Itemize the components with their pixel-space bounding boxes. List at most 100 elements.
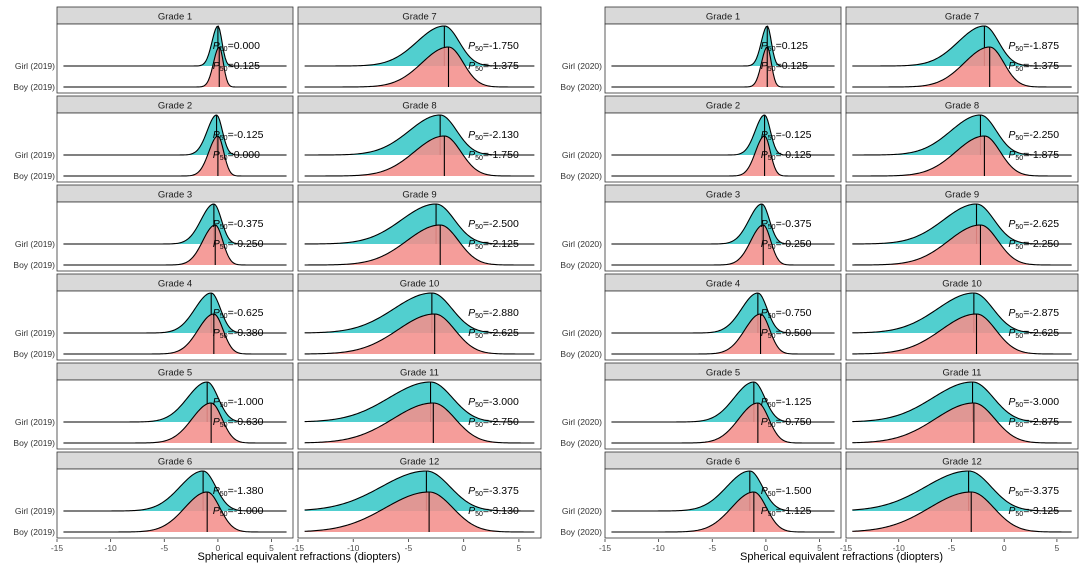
boy-p50-label: P50=-3.125 xyxy=(1008,505,1059,518)
boy-ridge-outline xyxy=(611,402,835,444)
boy-ridge-area xyxy=(852,314,1072,354)
row-label-boy: Boy (2020) xyxy=(560,171,602,181)
panel-2020: Grade 1 P50=0.125 P50=0.125 Girl (2020) Boy … xyxy=(560,6,1079,563)
facet-2019-grade-6: Grade 6 P50=-1.380 P50=-1.000 Girl (2019) Bo… xyxy=(13,451,294,539)
x-tick-label: -15 xyxy=(292,543,305,553)
boy-p50-label: P50=-1.375 xyxy=(468,60,519,73)
facet-body xyxy=(56,23,294,94)
girl-p50-label: P50=-3.000 xyxy=(1008,396,1059,409)
facet-2020-grade-6: Grade 6 P50=-1.500 P50=-1.125 Girl (2020) Bo… xyxy=(560,451,842,539)
boy-p50-label: P50=-1.750 xyxy=(468,149,519,162)
boy-ridge-area xyxy=(611,492,835,532)
x-tick-label: 0 xyxy=(764,543,769,553)
boy-ridge-outline xyxy=(63,313,287,355)
facet-2020-grade-12: Grade 12 P50=-3.375 P50=-3.125 xyxy=(845,451,1079,539)
girl-p50-label: P50=-3.375 xyxy=(468,485,519,498)
facet-strip-label: Grade 4 xyxy=(706,279,740,290)
boy-p50-label: P50=0.125 xyxy=(213,60,260,73)
facet-strip-label: Grade 12 xyxy=(942,457,982,468)
facet-strip-label: Grade 12 xyxy=(400,457,440,468)
boy-ridge-area xyxy=(304,314,535,354)
facet-2019-grade-9: Grade 9 P50=-2.500 P50=-2.125 xyxy=(297,184,542,272)
x-tick-label: -5 xyxy=(405,543,413,553)
girl-ridge-outline xyxy=(304,381,535,423)
row-label-boy: Boy (2020) xyxy=(560,527,602,537)
x-tick-label: 0 xyxy=(216,543,221,553)
girl-ridge-outline xyxy=(611,292,835,334)
girl-ridge-area xyxy=(611,382,835,422)
girl-ridge-area xyxy=(852,26,1072,66)
boy-p50-label: P50=-3.130 xyxy=(468,505,519,518)
boy-ridge-outline xyxy=(304,402,535,444)
girl-ridge-outline xyxy=(852,292,1072,334)
facet-strip-label: Grade 10 xyxy=(942,279,982,290)
girl-ridge-outline xyxy=(63,292,287,334)
row-label-girl: Girl (2020) xyxy=(562,239,602,249)
girl-p50-label: P50=0.000 xyxy=(213,40,260,53)
girl-ridge-outline xyxy=(63,203,287,245)
x-tick-label: -15 xyxy=(840,543,853,553)
girl-ridge-area xyxy=(852,115,1072,155)
facet-2019-grade-4: Grade 4 P50=-0.625 P50=-0.380 Girl (2019) Bo… xyxy=(13,273,294,361)
boy-ridge-outline xyxy=(611,46,835,88)
boy-p50-label: P50=-1.125 xyxy=(761,505,812,518)
girl-p50-label: P50=-0.750 xyxy=(761,307,812,320)
row-label-boy: Boy (2020) xyxy=(560,260,602,270)
row-label-girl: Girl (2019) xyxy=(15,150,55,160)
girl-ridge-area xyxy=(304,26,535,66)
boy-p50-label: P50=-0.250 xyxy=(761,238,812,251)
facet-body xyxy=(604,112,842,183)
x-axis-2019-col2: -15 -10 -5 0 5 xyxy=(292,539,522,553)
facet-strip-label: Grade 5 xyxy=(706,368,740,379)
boy-ridge-outline xyxy=(852,224,1072,266)
x-tick-label: -5 xyxy=(160,543,168,553)
girl-ridge-outline xyxy=(852,114,1072,156)
girl-p50-label: P50=-2.875 xyxy=(1008,307,1059,320)
girl-p50-label: P50=-0.125 xyxy=(213,129,264,142)
boy-ridge-outline xyxy=(611,135,835,177)
x-tick-label: 0 xyxy=(1002,543,1007,553)
boy-ridge-area xyxy=(304,225,535,265)
facet-2020-grade-3: Grade 3 P50=-0.375 P50=-0.250 Girl (2020) Bo… xyxy=(560,184,842,272)
girl-p50-label: P50=0.125 xyxy=(761,40,808,53)
row-label-boy: Boy (2019) xyxy=(13,82,55,92)
boy-ridge-outline xyxy=(852,402,1072,444)
facet-2020-grade-10: Grade 10 P50=-2.875 P50=-2.625 xyxy=(845,273,1079,361)
boy-p50-label: P50=-1.000 xyxy=(213,505,264,518)
boy-p50-label: P50=-2.250 xyxy=(1008,238,1059,251)
boy-ridge-outline xyxy=(852,135,1072,177)
girl-p50-label: P50=-3.000 xyxy=(468,396,519,409)
girl-ridge-outline xyxy=(304,114,535,156)
facet-strip-label: Grade 9 xyxy=(945,190,979,201)
facet-2019-grade-1: Grade 1 P50=0.000 P50=0.125 Girl (2019) Boy … xyxy=(13,6,294,94)
row-label-boy: Boy (2019) xyxy=(13,260,55,270)
facet-strip-label: Grade 5 xyxy=(158,368,192,379)
row-label-girl: Girl (2020) xyxy=(562,506,602,516)
facet-strip-label: Grade 6 xyxy=(706,457,740,468)
boy-ridge-area xyxy=(852,47,1072,87)
girl-p50-label: P50=-2.880 xyxy=(468,307,519,320)
girl-ridge-area xyxy=(63,382,287,422)
boy-ridge-outline xyxy=(63,224,287,266)
facet-strip-label: Grade 1 xyxy=(706,12,740,23)
boy-ridge-outline xyxy=(304,491,535,533)
x-tick-label: -10 xyxy=(652,543,665,553)
girl-ridge-outline xyxy=(63,114,287,156)
row-label-girl: Girl (2019) xyxy=(15,239,55,249)
row-label-girl: Girl (2020) xyxy=(562,61,602,71)
facet-strip-label: Grade 3 xyxy=(706,190,740,201)
facet-2020-grade-2: Grade 2 P50=-0.125 P50=-0.125 Girl (2020) Bo… xyxy=(560,95,842,183)
girl-p50-label: P50=-0.375 xyxy=(761,218,812,231)
x-tick-label: 5 xyxy=(517,543,522,553)
girl-ridge-outline xyxy=(304,203,535,245)
row-label-girl: Girl (2019) xyxy=(15,61,55,71)
row-label-girl: Girl (2020) xyxy=(562,417,602,427)
facet-2020-grade-9: Grade 9 P50=-2.625 P50=-2.250 xyxy=(845,184,1079,272)
x-tick-label: 0 xyxy=(461,543,466,553)
boy-p50-label: P50=-0.125 xyxy=(761,149,812,162)
boy-ridge-area xyxy=(304,136,535,176)
x-axis-title: Spherical equivalent refractions (diopte… xyxy=(740,551,943,563)
girl-ridge-area xyxy=(63,471,287,511)
row-label-boy: Boy (2019) xyxy=(13,349,55,359)
boy-p50-label: P50=-1.375 xyxy=(1008,60,1059,73)
